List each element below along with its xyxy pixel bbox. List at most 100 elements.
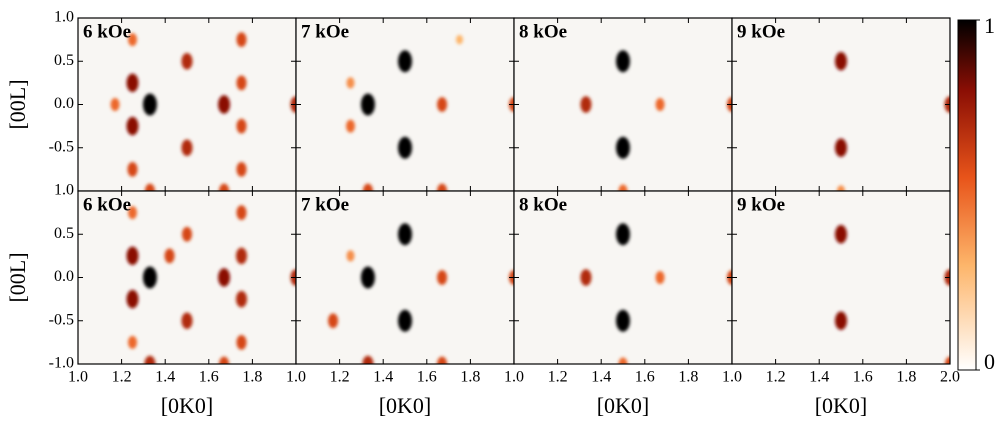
spot xyxy=(618,357,628,364)
x-tick-label: 1.0 xyxy=(286,369,306,386)
spot xyxy=(126,289,139,309)
y-axis-label: [00L] xyxy=(5,252,30,302)
spot xyxy=(835,52,847,71)
panel: 8 kOe xyxy=(513,17,733,192)
x-tick-label: 1.4 xyxy=(373,369,393,386)
x-tick-label: 1.6 xyxy=(853,369,873,386)
spot xyxy=(181,139,193,157)
spot xyxy=(837,185,845,191)
panel: 9 kOe xyxy=(731,17,951,192)
spot xyxy=(110,98,120,111)
spot xyxy=(655,271,665,284)
panel-label: 7 kOe xyxy=(301,194,349,215)
spot xyxy=(616,136,630,159)
panel: 8 kOe 1.0 1.2 1.4 1.6 1.8 [0K0] xyxy=(504,190,733,418)
panel-label: 6 kOe xyxy=(83,21,131,42)
spot xyxy=(362,355,374,364)
y-tick-label: 1.0 xyxy=(54,9,74,26)
x-axis-label: [0K0] xyxy=(379,393,432,418)
x-axis-label: [0K0] xyxy=(161,393,214,418)
x-tick-label: 1.8 xyxy=(678,369,698,386)
colorbar-tick-label: 1 xyxy=(984,13,995,38)
spot xyxy=(219,356,230,364)
spot xyxy=(398,309,412,332)
spot xyxy=(144,355,156,364)
y-tick-label: -1.0 xyxy=(49,355,74,372)
spot xyxy=(128,335,137,349)
spot xyxy=(218,95,231,114)
spot xyxy=(616,50,630,73)
spot xyxy=(236,118,247,134)
panel-label: 8 kOe xyxy=(519,21,567,42)
spot xyxy=(945,356,950,364)
x-tick-label: 1.2 xyxy=(548,369,568,386)
spot xyxy=(580,96,592,113)
panel-background xyxy=(78,191,296,364)
x-tick-label: 1.8 xyxy=(242,369,262,386)
y-tick-label: 1.0 xyxy=(54,182,74,199)
panel-background xyxy=(732,18,950,191)
x-tick-label: 1.2 xyxy=(330,369,350,386)
spot xyxy=(126,73,139,93)
spot xyxy=(346,119,355,133)
spot xyxy=(128,206,137,220)
y-tick-label: -0.5 xyxy=(49,311,74,328)
panel-label: 7 kOe xyxy=(301,21,349,42)
x-tick-label: 1.0 xyxy=(504,369,524,386)
spot xyxy=(126,246,139,266)
spot xyxy=(236,334,247,350)
x-tick-label: 1.0 xyxy=(68,369,88,386)
spot xyxy=(437,97,448,112)
x-tick-label: 1.2 xyxy=(112,369,132,386)
x-axis-label: [0K0] xyxy=(597,393,650,418)
spot xyxy=(236,290,247,308)
panel-background xyxy=(514,191,732,364)
panel-background xyxy=(732,191,950,364)
spot xyxy=(127,161,138,177)
spot xyxy=(236,75,247,91)
spot xyxy=(835,225,847,244)
spot xyxy=(128,33,137,47)
spot xyxy=(181,312,193,330)
panel-label: 8 kOe xyxy=(519,194,567,215)
y-axis-label: [00L] xyxy=(5,79,30,129)
panel: 9 kOe 1.0 1.2 1.4 1.6 1.8 2.0 [0K0] xyxy=(722,190,960,418)
spot xyxy=(835,138,847,157)
spot xyxy=(362,183,373,191)
colorbar-tick-label: 0 xyxy=(984,349,995,374)
panel: 7 kOe xyxy=(295,17,515,192)
spots xyxy=(835,225,950,364)
spots xyxy=(580,223,732,364)
panel-background xyxy=(296,191,514,364)
y-tick-label: 0.5 xyxy=(54,52,74,69)
panel-label: 9 kOe xyxy=(737,21,785,42)
spot xyxy=(182,226,192,242)
spot xyxy=(236,205,247,221)
spot xyxy=(360,93,375,116)
spot xyxy=(219,183,230,191)
spot xyxy=(181,52,193,70)
spot xyxy=(456,34,463,45)
spots xyxy=(835,52,950,191)
spot xyxy=(616,309,630,332)
x-tick-label: 1.8 xyxy=(460,369,480,386)
x-tick-label: 2.0 xyxy=(940,369,960,386)
x-tick-label: 1.2 xyxy=(766,369,786,386)
panel: 7 kOe 1.0 1.2 1.4 1.6 1.8 [0K0] xyxy=(286,190,515,418)
x-tick-label: 1.4 xyxy=(809,369,829,386)
x-tick-label: 1.0 xyxy=(722,369,742,386)
spot xyxy=(360,266,375,289)
panel-label: 6 kOe xyxy=(83,194,131,215)
spot xyxy=(655,98,665,111)
spot xyxy=(328,313,339,329)
panel-label: 9 kOe xyxy=(737,194,785,215)
spot xyxy=(142,93,157,116)
x-tick-label: 1.4 xyxy=(591,369,611,386)
spot xyxy=(218,268,231,287)
x-tick-label: 1.6 xyxy=(635,369,655,386)
spot xyxy=(580,269,592,286)
x-axis-label: [0K0] xyxy=(815,393,868,418)
spot xyxy=(835,311,847,330)
panel: 6 kOe 1.0 1.2 1.4 1.6 1.8 [0K0] 1.0 0.5 0.0 -0.5 -1… xyxy=(5,182,297,418)
